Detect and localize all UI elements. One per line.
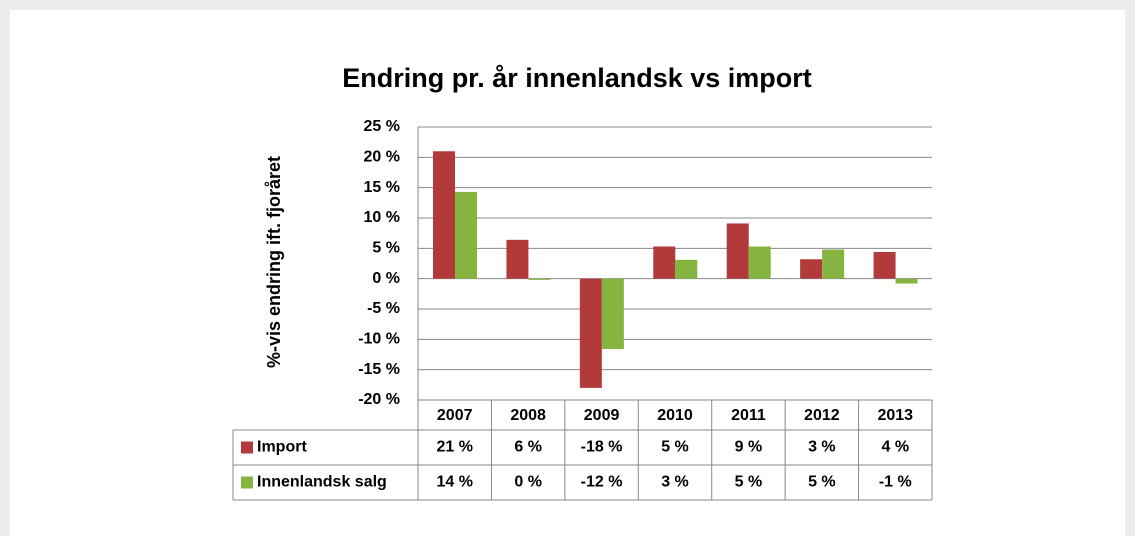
legend-label: Import xyxy=(257,439,307,456)
y-tick-label: -15 % xyxy=(358,361,400,378)
chart-title: Endring pr. år innenlandsk vs import xyxy=(342,63,812,93)
table-value: 21 % xyxy=(436,439,472,456)
table-value: 9 % xyxy=(735,439,763,456)
legend-key xyxy=(241,441,253,454)
y-tick-label: -20 % xyxy=(358,391,400,408)
x-tick-label: 2012 xyxy=(804,407,840,424)
bar xyxy=(653,246,676,279)
table-value: 14 % xyxy=(436,474,472,491)
bar xyxy=(726,223,749,279)
x-tick-label: 2009 xyxy=(584,407,620,424)
y-tick-label: -10 % xyxy=(358,331,400,348)
y-tick-label: 5 % xyxy=(372,240,400,257)
x-tick-label: 2007 xyxy=(437,407,473,424)
x-tick-label: 2011 xyxy=(731,407,766,424)
y-tick-label: 20 % xyxy=(364,149,400,166)
table-value: 5 % xyxy=(735,474,763,491)
bar xyxy=(433,151,455,279)
bar xyxy=(455,191,477,279)
table-value: 3 % xyxy=(661,474,689,491)
y-tick-label: 0 % xyxy=(372,270,400,287)
table-value: 6 % xyxy=(514,439,542,456)
table-value: 3 % xyxy=(808,439,836,456)
bar xyxy=(800,259,823,279)
bar xyxy=(822,249,845,279)
table-value: 0 % xyxy=(514,474,542,491)
bar xyxy=(748,246,771,279)
bar xyxy=(579,278,602,388)
table-value: -12 % xyxy=(581,474,623,491)
table-value: -1 % xyxy=(879,474,912,491)
y-tick-label: 15 % xyxy=(364,179,400,196)
table-value: 5 % xyxy=(661,439,689,456)
legend-key xyxy=(241,476,253,489)
table-value: -18 % xyxy=(581,439,623,456)
bar xyxy=(506,239,529,279)
bar xyxy=(675,259,698,279)
legend-label: Innenlandsk salg xyxy=(257,474,387,491)
x-tick-label: 2008 xyxy=(510,407,546,424)
y-axis-title: %-vis endring ift. fjoråret xyxy=(264,156,284,368)
bar xyxy=(601,278,624,350)
x-tick-label: 2013 xyxy=(877,407,913,424)
bar xyxy=(895,278,918,284)
y-tick-label: 10 % xyxy=(364,209,400,226)
table-value: 5 % xyxy=(808,474,836,491)
x-tick-label: 2010 xyxy=(657,407,693,424)
bar xyxy=(873,251,896,279)
bar xyxy=(528,278,551,280)
y-tick-label: 25 % xyxy=(364,118,400,135)
y-tick-label: -5 % xyxy=(367,300,400,317)
panel xyxy=(10,10,1125,536)
table-value: 4 % xyxy=(881,439,909,456)
